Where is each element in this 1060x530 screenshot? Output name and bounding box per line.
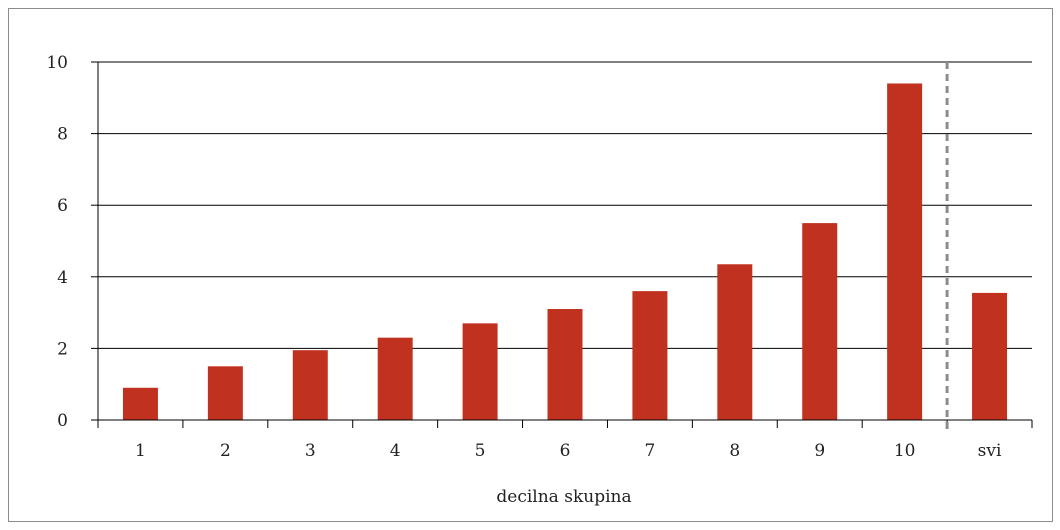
bar-6 bbox=[547, 309, 583, 420]
x-tick-label-6: 6 bbox=[560, 441, 571, 461]
y-tick-label-2: 2 bbox=[57, 339, 68, 359]
x-tick-labels: 1 2 3 4 5 6 7 8 9 10 svi bbox=[135, 441, 1002, 461]
bar-8 bbox=[717, 264, 753, 420]
x-tick-label-4: 4 bbox=[390, 441, 401, 461]
x-tick-label-svi: svi bbox=[978, 441, 1002, 461]
bar-3 bbox=[292, 350, 328, 420]
x-tick-label-3: 3 bbox=[305, 441, 316, 461]
bar-1 bbox=[122, 387, 158, 420]
bar-4 bbox=[377, 337, 413, 420]
y-tick-label-4: 4 bbox=[57, 268, 68, 288]
x-tick-label-9: 9 bbox=[814, 441, 825, 461]
y-tick-label-10: 10 bbox=[46, 53, 68, 73]
bar-9 bbox=[802, 223, 838, 420]
x-tick-label-1: 1 bbox=[135, 441, 146, 461]
x-axis-title: decilna skupina bbox=[496, 487, 631, 507]
y-tick-label-0: 0 bbox=[57, 411, 68, 431]
axes bbox=[91, 61, 1033, 430]
bar-2 bbox=[207, 366, 243, 420]
bar-7 bbox=[632, 291, 668, 420]
x-tick-label-7: 7 bbox=[644, 441, 655, 461]
x-tick-label-5: 5 bbox=[475, 441, 486, 461]
y-tick-label-8: 8 bbox=[57, 125, 68, 145]
bar-svi bbox=[972, 292, 1008, 420]
bar-10 bbox=[887, 83, 923, 420]
y-tick-label-6: 6 bbox=[57, 196, 68, 216]
grid-lines bbox=[98, 61, 1032, 349]
x-tick-label-2: 2 bbox=[220, 441, 231, 461]
y-tick-labels: 0 2 4 6 8 10 bbox=[46, 53, 68, 431]
x-tick-label-8: 8 bbox=[729, 441, 740, 461]
bar-5 bbox=[462, 323, 498, 420]
x-tick-label-10: 10 bbox=[894, 441, 916, 461]
chart-frame bbox=[8, 8, 1053, 522]
bars bbox=[122, 83, 1008, 420]
